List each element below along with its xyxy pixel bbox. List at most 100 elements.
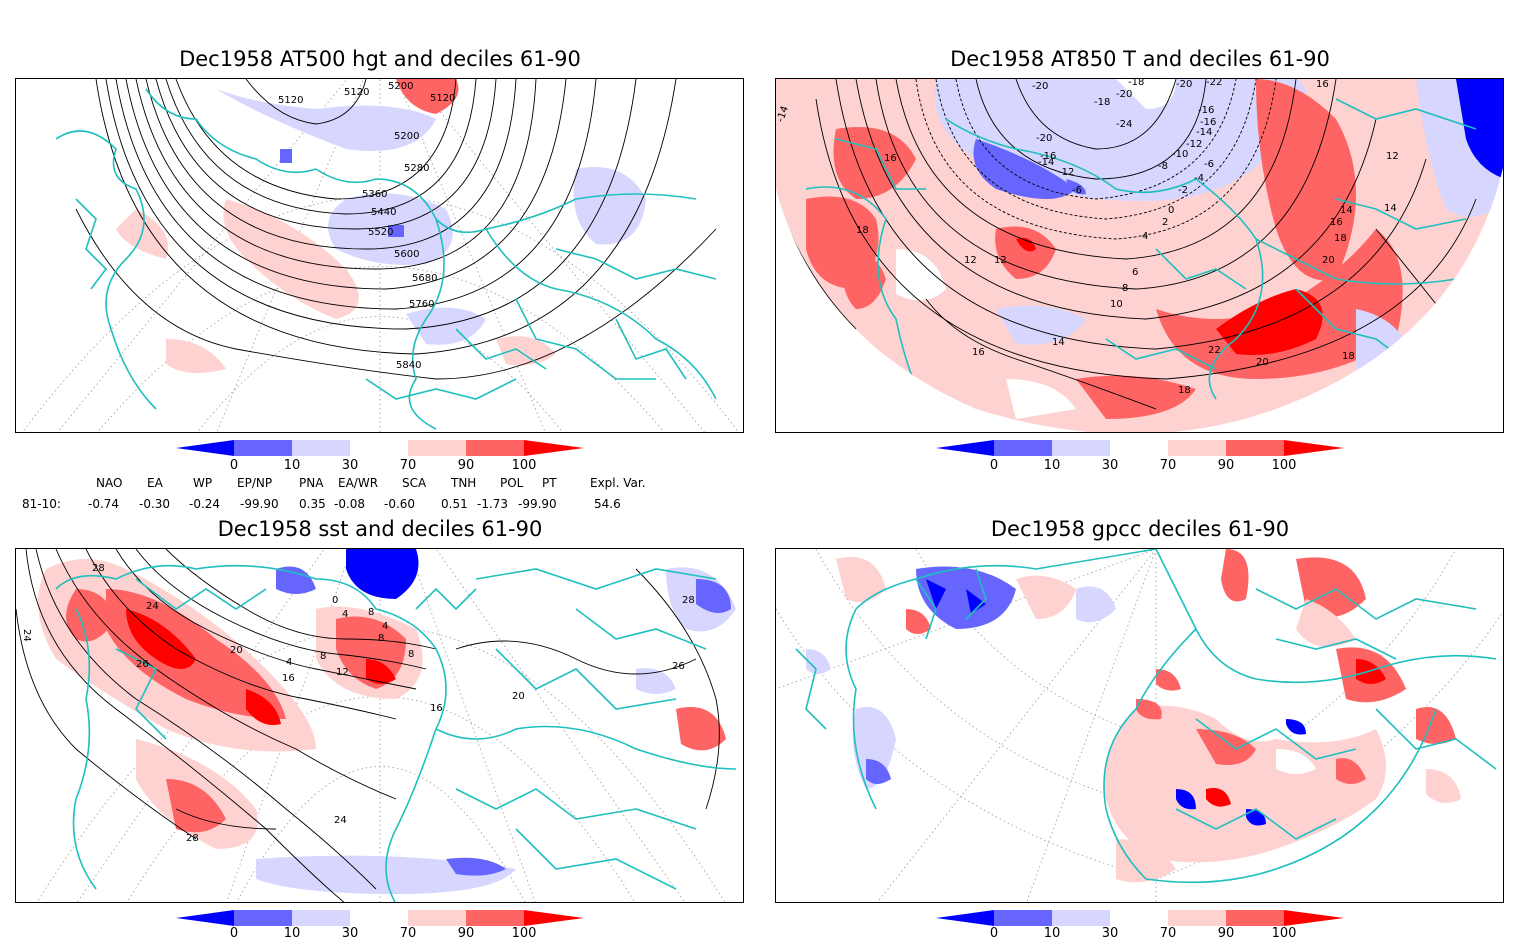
contour-label: 5200 xyxy=(394,131,419,142)
contour-label: -12 xyxy=(1186,139,1202,150)
cbar-label: 0 xyxy=(229,926,239,941)
cbar-label: 70 xyxy=(1159,926,1177,941)
contour-label: 5280 xyxy=(404,163,429,174)
cbar-label: 30 xyxy=(341,926,359,941)
colorbar-top-left: 0 10 30 70 90 100 xyxy=(176,440,586,476)
cbar-label: 70 xyxy=(399,926,417,941)
contour-label: 24 xyxy=(21,629,32,642)
contour-label: -14 xyxy=(1196,127,1212,138)
contour-label: -18 xyxy=(1094,97,1110,108)
contour-label: 14 xyxy=(1384,203,1397,214)
contour-label: -6 xyxy=(1072,185,1082,196)
cbar-label: 90 xyxy=(1217,458,1235,473)
colorbar-bottom-right: 0 10 30 70 90 100 xyxy=(936,910,1346,941)
cbar-segment-6 xyxy=(1284,440,1344,456)
contour-label: 5600 xyxy=(394,249,419,260)
contour-label: 20 xyxy=(512,691,525,702)
cbar-segment-2 xyxy=(292,440,350,456)
contour-label: 12 xyxy=(964,255,977,266)
contour-label: -20 xyxy=(1032,81,1048,92)
contour-label: 12 xyxy=(1386,151,1399,162)
cbar-segment-3 xyxy=(350,440,408,456)
cbar-segment-1 xyxy=(994,910,1052,926)
contour-label: 12 xyxy=(336,667,349,678)
contour-label: 5120 xyxy=(344,87,369,98)
contour-label: 18 xyxy=(1178,385,1191,396)
contour-label: -6 xyxy=(1204,159,1214,170)
contour-label: 20 xyxy=(1256,357,1269,368)
map-canvas-sst: 28 24 26 20 16 12 8 4 0 4 8 4 8 8 16 20 … xyxy=(16,549,737,902)
contour-label: 16 xyxy=(282,673,295,684)
map-canvas-hgt500: 5120 5120 5200 5120 5200 5280 5360 5440 … xyxy=(22,79,739,432)
cbar-label: 100 xyxy=(511,458,537,473)
cbar-segment-6 xyxy=(524,440,584,456)
contour-label: 28 xyxy=(92,563,105,574)
contour-label: 4 xyxy=(342,609,348,620)
contour-label: -10 xyxy=(1172,149,1188,160)
cbar-segment-0 xyxy=(176,440,234,456)
cbar-segment-3 xyxy=(1110,910,1168,926)
index-name: PNA xyxy=(299,476,324,490)
cbar-label: 30 xyxy=(1101,458,1119,473)
contour-label: 8 xyxy=(320,651,326,662)
index-name: NAO xyxy=(96,476,123,490)
contour-label: -20 xyxy=(1036,133,1052,144)
index-value: -0.08 xyxy=(334,497,366,511)
contour-label: 5760 xyxy=(409,299,434,310)
index-names-row: NAO EA WP EP/NP PNA EA/WR SCA TNH POL PT… xyxy=(0,476,760,492)
index-name: Expl. Var. xyxy=(590,476,646,490)
contour-label: 20 xyxy=(1322,255,1335,266)
contour-label: -18 xyxy=(1128,79,1144,88)
contour-label: 2 xyxy=(1162,217,1168,228)
cbar-label: 0 xyxy=(229,458,239,473)
cbar-label: 100 xyxy=(1271,458,1297,473)
contour-label: 18 xyxy=(1334,233,1347,244)
cbar-label: 10 xyxy=(1043,926,1061,941)
contour-label: 5520 xyxy=(368,227,393,238)
contour-label: 10 xyxy=(1110,299,1123,310)
contour-labels-hgt500: 5120 5120 5200 5120 5200 5280 5360 5440 … xyxy=(278,81,455,371)
contour-label: 4 xyxy=(382,621,388,632)
colorbar-swatches xyxy=(176,440,584,456)
cbar-segment-2 xyxy=(1052,440,1110,456)
cbar-segment-4 xyxy=(1168,440,1226,456)
cbar-segment-2 xyxy=(292,910,350,926)
cbar-segment-6 xyxy=(1284,910,1344,926)
contour-labels-sst: 28 24 26 20 16 12 8 4 0 4 8 4 8 8 16 20 … xyxy=(21,563,695,844)
index-period: 81-10: xyxy=(22,497,61,511)
contour-label: 28 xyxy=(682,595,695,606)
contour-label: 24 xyxy=(334,815,347,826)
cbar-segment-5 xyxy=(1226,910,1284,926)
contour-label: -12 xyxy=(1058,167,1074,178)
cbar-segment-0 xyxy=(936,910,994,926)
contour-label: 16 xyxy=(1316,79,1329,90)
contour-label: -16 xyxy=(1200,117,1216,128)
index-name: PT xyxy=(542,476,557,490)
contour-label: 18 xyxy=(856,225,869,236)
map-hgt500: 5120 5120 5200 5120 5200 5280 5360 5440 … xyxy=(15,78,744,433)
index-values-row: 81-10: -0.74 -0.30 -0.24 -99.90 0.35 -0.… xyxy=(0,497,760,513)
index-name: WP xyxy=(193,476,213,490)
map-sst: 28 24 26 20 16 12 8 4 0 4 8 4 8 8 16 20 … xyxy=(15,548,744,903)
contour-label: 14 xyxy=(1052,337,1065,348)
contour-label: -4 xyxy=(1194,173,1204,184)
cbar-segment-2 xyxy=(1052,910,1110,926)
index-value: -1.73 xyxy=(477,497,509,511)
contour-label: 8 xyxy=(408,649,414,660)
cbar-label: 10 xyxy=(1043,458,1061,473)
contour-label: 26 xyxy=(672,661,685,672)
contour-label: 8 xyxy=(1122,283,1128,294)
colorbar-bottom-left: 0 10 30 70 90 100 xyxy=(176,910,586,941)
map-gpcc xyxy=(775,548,1504,903)
index-value: -0.60 xyxy=(384,497,416,511)
panel-title-t850: Dec1958 AT850 T and deciles 61-90 xyxy=(950,47,1330,71)
contour-label: 4 xyxy=(286,657,292,668)
colorbar-swatches xyxy=(176,910,584,926)
index-name: POL xyxy=(500,476,524,490)
index-name: TNH xyxy=(451,476,477,490)
panel-title-sst: Dec1958 sst and deciles 61-90 xyxy=(217,517,543,541)
index-name: EP/NP xyxy=(237,476,273,490)
colorbar-swatches xyxy=(936,440,1344,456)
index-name: EA/WR xyxy=(338,476,379,490)
cbar-segment-0 xyxy=(936,440,994,456)
